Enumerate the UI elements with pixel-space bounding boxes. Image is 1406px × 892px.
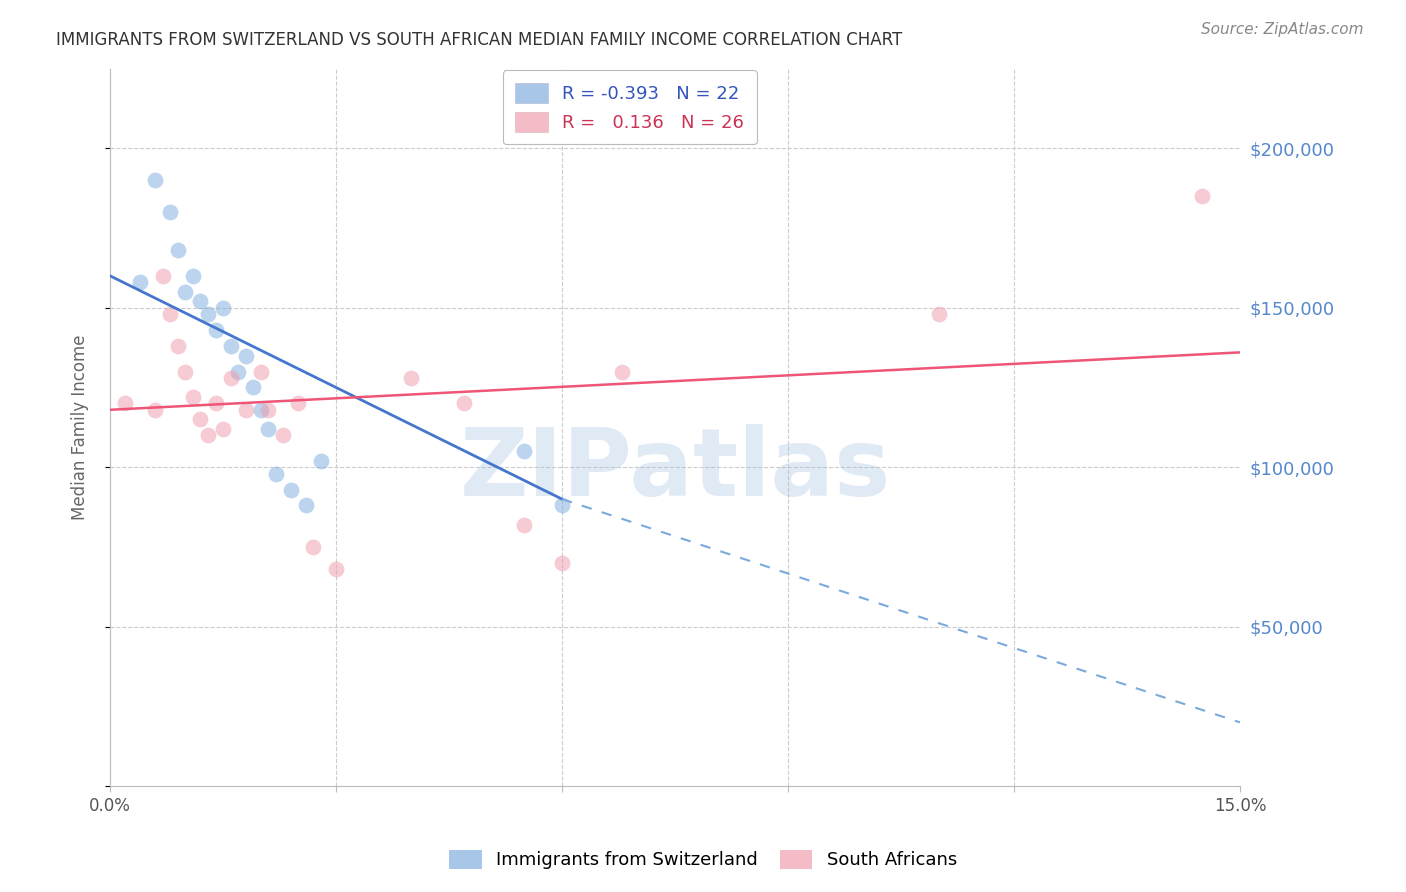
Text: IMMIGRANTS FROM SWITZERLAND VS SOUTH AFRICAN MEDIAN FAMILY INCOME CORRELATION CH: IMMIGRANTS FROM SWITZERLAND VS SOUTH AFR…: [56, 31, 903, 49]
Point: [249, 402, 271, 417]
Point: [325, 562, 347, 576]
Point: [167, 244, 190, 258]
Point: [287, 396, 309, 410]
Point: [257, 422, 280, 436]
Point: [143, 402, 166, 417]
Text: Source: ZipAtlas.com: Source: ZipAtlas.com: [1201, 22, 1364, 37]
Point: [513, 444, 536, 458]
Point: [159, 205, 181, 219]
Point: [928, 307, 950, 321]
Point: [249, 364, 271, 378]
Point: [174, 364, 197, 378]
Text: ZIPatlas: ZIPatlas: [460, 425, 890, 516]
Legend: R = -0.393   N = 22, R =   0.136   N = 26: R = -0.393 N = 22, R = 0.136 N = 26: [503, 70, 756, 145]
Point: [190, 294, 212, 309]
Point: [152, 268, 174, 283]
Point: [242, 380, 264, 394]
Point: [114, 396, 136, 410]
Point: [273, 428, 295, 442]
Point: [212, 422, 235, 436]
Point: [309, 454, 332, 468]
Point: [302, 540, 325, 554]
Point: [280, 483, 302, 497]
Point: [159, 307, 181, 321]
Point: [219, 371, 242, 385]
Point: [551, 556, 574, 570]
Point: [235, 349, 257, 363]
Point: [143, 173, 166, 187]
Point: [551, 499, 574, 513]
Point: [129, 275, 152, 289]
Point: [197, 428, 219, 442]
Point: [219, 339, 242, 353]
Point: [204, 323, 226, 337]
Legend: Immigrants from Switzerland, South Africans: Immigrants from Switzerland, South Afric…: [440, 841, 966, 879]
Point: [167, 339, 190, 353]
Point: [181, 268, 204, 283]
Point: [226, 364, 249, 378]
Point: [1191, 189, 1213, 203]
Y-axis label: Median Family Income: Median Family Income: [72, 334, 89, 520]
Point: [190, 412, 212, 426]
Point: [295, 499, 318, 513]
Point: [212, 301, 235, 315]
Point: [181, 390, 204, 404]
Point: [235, 402, 257, 417]
Point: [612, 364, 634, 378]
Point: [257, 402, 280, 417]
Point: [453, 396, 475, 410]
Point: [204, 396, 226, 410]
Point: [513, 517, 536, 532]
Point: [174, 285, 197, 299]
Point: [401, 371, 423, 385]
Point: [264, 467, 287, 481]
Point: [197, 307, 219, 321]
